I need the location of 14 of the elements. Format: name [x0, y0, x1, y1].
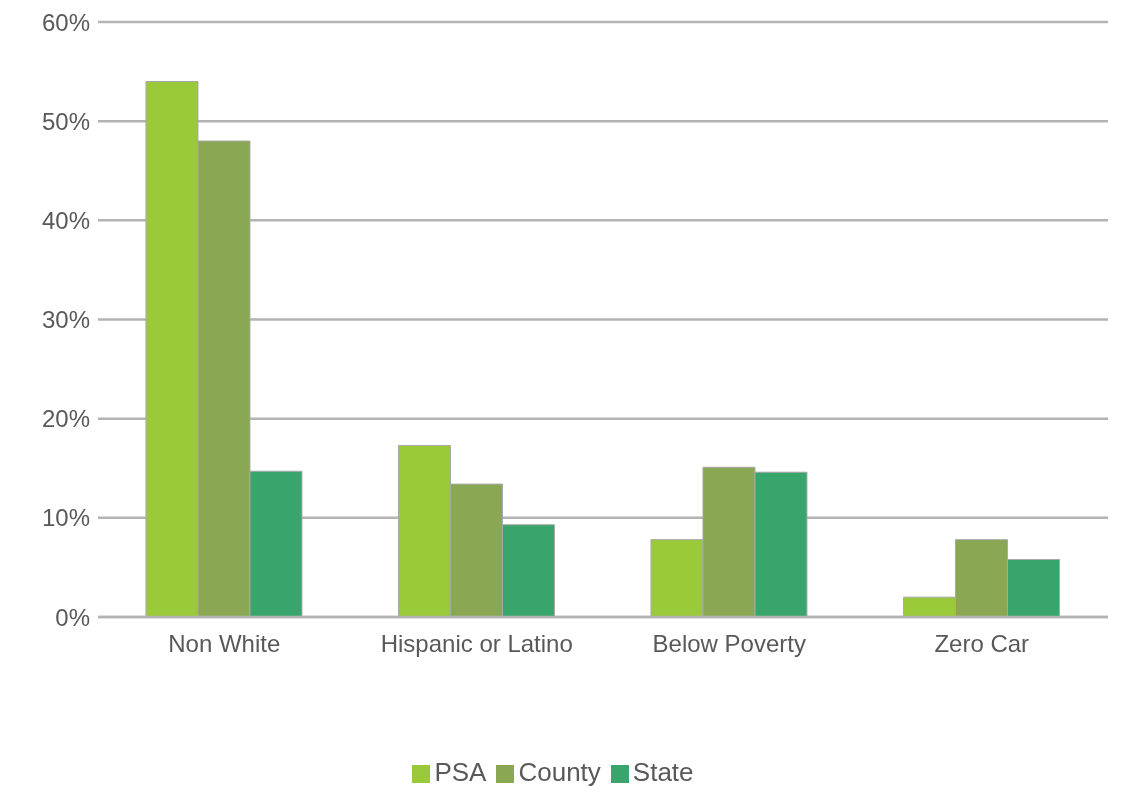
x-tick-label: Hispanic or Latino [380, 630, 573, 658]
y-tick-label: 60% [41, 8, 90, 36]
y-tick-label: 20% [41, 405, 90, 433]
x-tick-label: Non White [168, 630, 281, 658]
y-tick-label: 40% [41, 206, 90, 234]
legend-label: PSA [434, 757, 487, 787]
legend-label: County [518, 757, 601, 787]
x-tick-label: Zero Car [934, 630, 1030, 658]
y-tick-label: 0% [55, 603, 90, 631]
y-tick-label: 10% [41, 504, 90, 532]
y-tick-label: 50% [41, 107, 90, 135]
x-tick-label: Below Poverty [652, 630, 806, 658]
y-tick-label: 30% [41, 306, 90, 334]
legend-label: State [632, 757, 694, 787]
